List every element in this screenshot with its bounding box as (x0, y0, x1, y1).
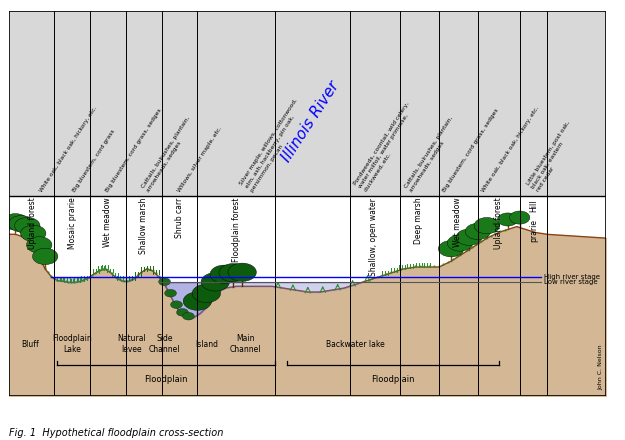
Text: Wet meadow: Wet meadow (103, 198, 112, 247)
Text: White oak, black oak, hickory, etc.: White oak, black oak, hickory, etc. (39, 105, 99, 193)
Text: Mosaic prarie: Mosaic prarie (68, 198, 76, 249)
Text: Big bluestem, cord grass: Big bluestem, cord grass (72, 128, 116, 193)
Text: Deep marsh: Deep marsh (414, 198, 422, 244)
Circle shape (219, 264, 248, 282)
Text: Bluff: Bluff (21, 340, 39, 348)
Circle shape (448, 235, 472, 251)
Circle shape (192, 284, 221, 303)
Bar (9, 196, 606, 396)
Text: Silver maple, willows, cottonwood,
elm, ash, hackberry, pin oak,
persimmon, peca: Silver maple, willows, cottonwood, elm, … (239, 98, 309, 193)
Circle shape (438, 241, 464, 257)
Circle shape (171, 301, 182, 308)
Text: Floodplain: Floodplain (144, 375, 188, 384)
Text: Fig. 1  Hypothetical floodplain cross-section: Fig. 1 Hypothetical floodplain cross-sec… (9, 428, 224, 438)
Text: Natural
levee: Natural levee (118, 334, 146, 354)
Circle shape (176, 308, 189, 316)
Circle shape (32, 248, 58, 264)
Bar (9, 11, 606, 196)
Circle shape (465, 223, 491, 240)
Circle shape (9, 216, 34, 232)
Text: Island: Island (195, 340, 218, 348)
Text: John C. Nelson: John C. Nelson (598, 345, 603, 390)
Text: Backwater lake: Backwater lake (326, 340, 385, 348)
Circle shape (509, 211, 530, 224)
Text: Shrub carr: Shrub carr (175, 198, 184, 238)
Text: Floodplain forest: Floodplain forest (232, 198, 241, 262)
Circle shape (182, 312, 194, 320)
Text: prarie: prarie (529, 219, 538, 242)
Circle shape (21, 225, 46, 242)
Text: Upland forest: Upland forest (28, 198, 36, 249)
Text: Shallow, open water: Shallow, open water (369, 198, 378, 275)
Text: Cattails, bulrushes, plantain,
arrowheads, sedges: Cattails, bulrushes, plantain, arrowhead… (141, 116, 196, 193)
Circle shape (498, 213, 518, 226)
Circle shape (201, 273, 229, 291)
Text: Side
Channel: Side Channel (149, 334, 181, 354)
Text: Hill: Hill (529, 200, 538, 212)
Text: Illinois River: Illinois River (279, 79, 342, 165)
Text: Floodplain
Lake: Floodplain Lake (52, 334, 92, 354)
Text: Low river stage: Low river stage (544, 279, 598, 286)
Text: Upland forest: Upland forest (494, 198, 503, 249)
Text: Wet meadow: Wet meadow (452, 198, 461, 247)
Text: Pondweeds, coontail, wild celery,
water milfoil, water primrose,
duckweed, etc.: Pondweeds, coontail, wild celery, water … (352, 101, 421, 193)
Circle shape (228, 263, 256, 282)
Text: Big bluestem, cord grass, sedges: Big bluestem, cord grass, sedges (442, 107, 500, 193)
Text: Floodplain: Floodplain (371, 375, 414, 384)
Circle shape (164, 290, 176, 297)
Circle shape (14, 217, 40, 234)
Text: Shallow marsh: Shallow marsh (139, 198, 148, 254)
Circle shape (456, 229, 482, 246)
Circle shape (2, 213, 28, 230)
Circle shape (159, 278, 171, 286)
Text: Big bluestem, cord grass, sedges: Big bluestem, cord grass, sedges (105, 107, 162, 193)
Text: High river stage: High river stage (544, 275, 599, 280)
Text: Willows, silver maple, etc.: Willows, silver maple, etc. (176, 125, 222, 193)
Text: Cattails, bulrushes, plantain,
arrowheads, sedges: Cattails, bulrushes, plantain, arrowhead… (403, 116, 459, 193)
Text: White oak, black oak, hickory, etc.: White oak, black oak, hickory, etc. (481, 105, 540, 193)
Circle shape (474, 217, 499, 234)
Text: Main
Channel: Main Channel (229, 334, 261, 354)
Circle shape (210, 265, 239, 283)
Circle shape (183, 292, 212, 310)
Text: Little bluestem, post oak,
black oak, eastern
red cedar: Little bluestem, post oak, black oak, ea… (526, 120, 581, 193)
Circle shape (26, 237, 52, 253)
